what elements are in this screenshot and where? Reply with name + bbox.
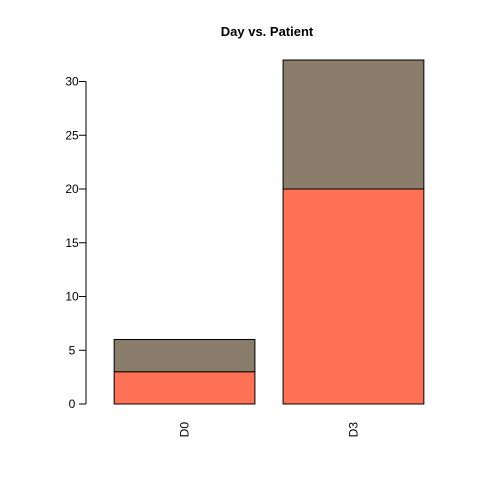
y-tick-label-25: 25 xyxy=(65,128,79,142)
bars-layer xyxy=(113,59,425,405)
x-axis-labels: D0 D3 xyxy=(178,422,361,438)
y-tick-label-15: 15 xyxy=(65,236,79,250)
y-tick-label-30: 30 xyxy=(65,75,79,89)
x-tick-label-d3: D3 xyxy=(346,422,360,438)
y-tick-label-10: 10 xyxy=(65,290,79,304)
bar-d0-segment-1 xyxy=(113,371,256,405)
y-tick-label-0: 0 xyxy=(69,397,76,411)
y-axis: 0 5 10 15 20 25 30 xyxy=(65,75,87,411)
chart-title: Day vs. Patient xyxy=(221,24,314,39)
bar-d3-segment-2 xyxy=(282,59,425,190)
bar-d0-segment-2 xyxy=(113,339,256,373)
x-tick-label-d0: D0 xyxy=(178,422,192,438)
y-tick-label-5: 5 xyxy=(69,343,76,357)
bar-d3-segment-1 xyxy=(282,188,425,405)
y-tick-label-20: 20 xyxy=(65,182,79,196)
